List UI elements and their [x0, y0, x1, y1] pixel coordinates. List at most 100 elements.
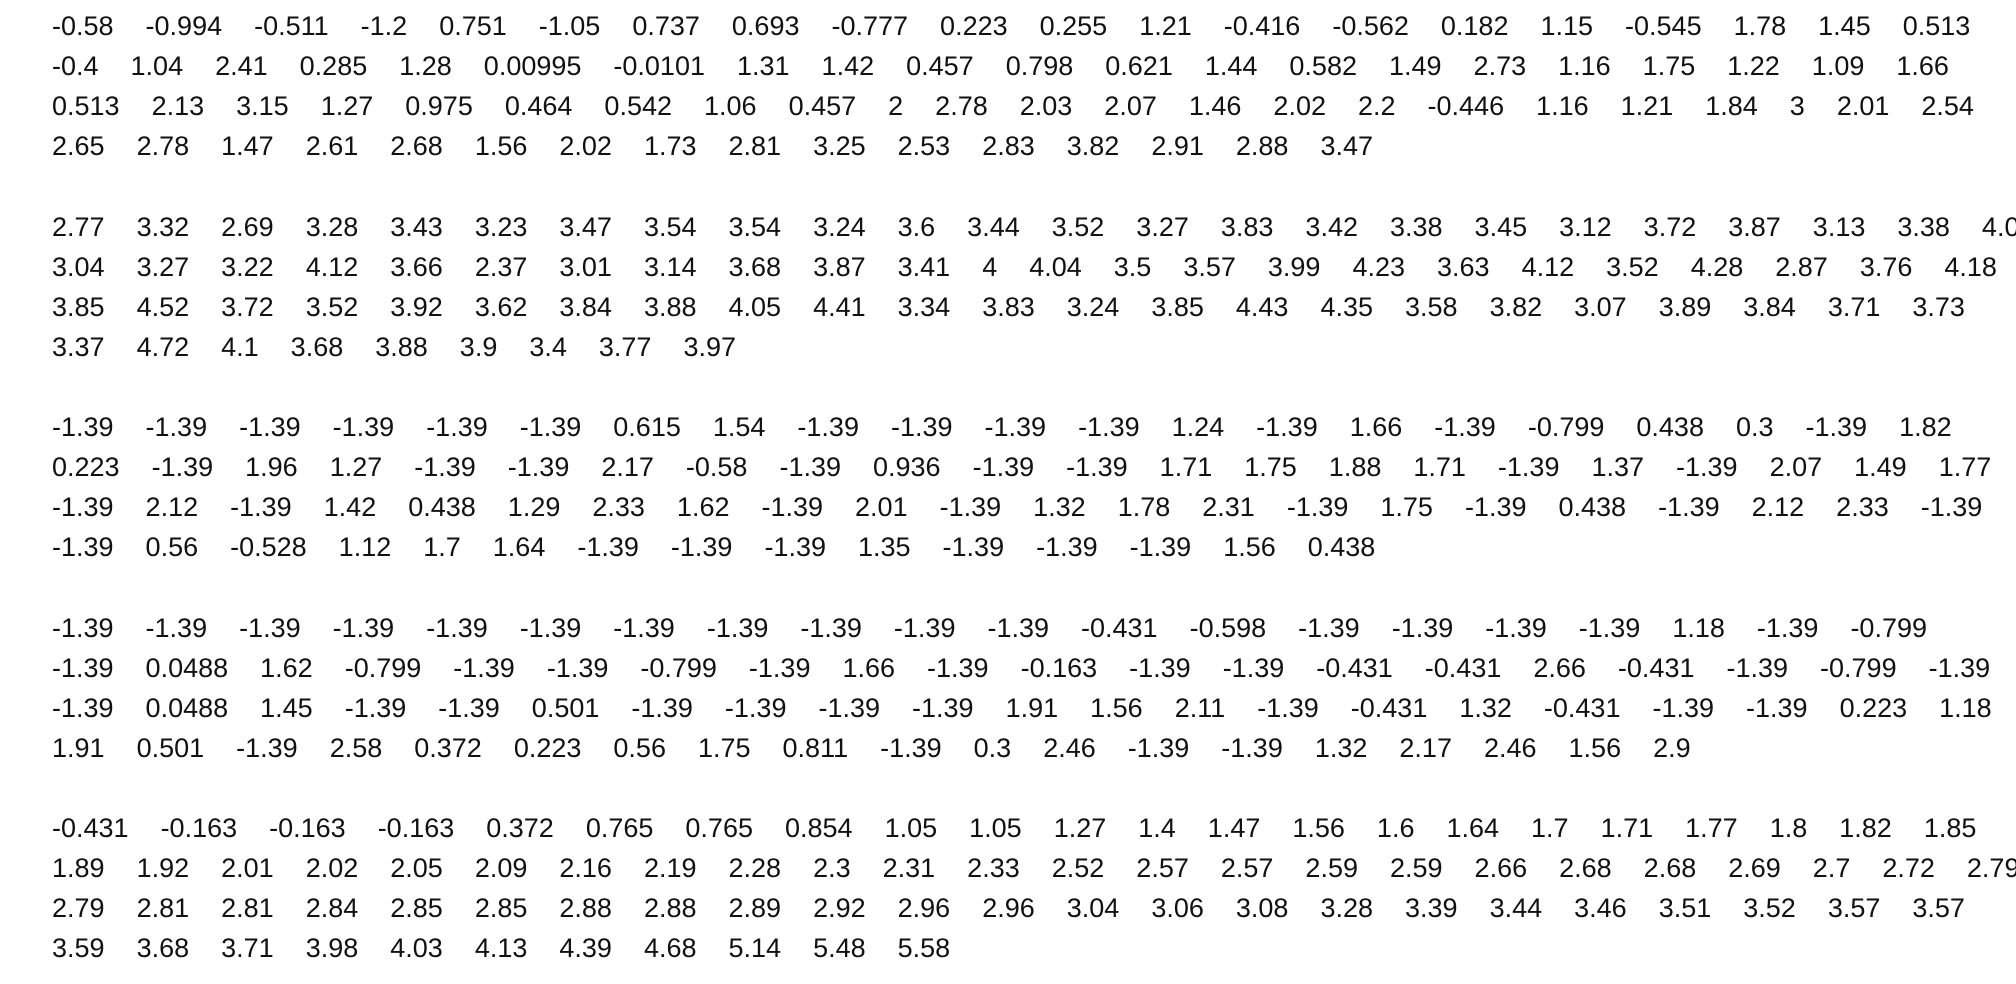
number-value: 1.21 [1139, 11, 1192, 41]
number-value: 2.78 [136, 131, 190, 161]
number-value: 3.44 [967, 212, 1020, 242]
number-value: 3.72 [1643, 212, 1697, 242]
number-value: 1.24 [1171, 412, 1225, 442]
number-value: 1.05 [969, 813, 1022, 843]
number-block: -0.58 -0.994 -0.511 -1.2 0.751 -1.05 0.737 0.69… [52, 6, 2012, 166]
number-value: 1.32 [1459, 693, 1512, 723]
number-value: -1.39 [706, 613, 769, 643]
number-value: 1.66 [1349, 412, 1403, 442]
number-value: 1.42 [323, 492, 377, 522]
number-value: -1.39 [52, 532, 114, 562]
number-value: 1.71 [1413, 452, 1466, 482]
number-line: -1.39 -1.39 -1.39 -1.39 -1.39 -1.39 -1.39 -1.39… [52, 608, 2012, 648]
number-value: 1.32 [1314, 733, 1368, 763]
number-value: 2.12 [1751, 492, 1805, 522]
number-value: 3.27 [136, 252, 190, 282]
number-value: 1.4 [1138, 813, 1176, 843]
number-value: 1.27 [1053, 813, 1107, 843]
number-value: 1.56 [1568, 733, 1622, 763]
number-value: 2 [888, 91, 904, 121]
number-value: 0.438 [1558, 492, 1627, 522]
number-value: -0.4 [52, 51, 99, 81]
number-value: 3.71 [1827, 292, 1881, 322]
number-value: 3.47 [1320, 131, 1373, 161]
number-value: 0.223 [1839, 693, 1908, 723]
number-value: -1.39 [724, 693, 787, 723]
number-value: -0.511 [254, 11, 329, 41]
number-value: 0.737 [632, 11, 700, 41]
number-value: 2.69 [1728, 853, 1781, 883]
number-value: 2.92 [813, 893, 866, 923]
number-value: 0.621 [1105, 51, 1173, 81]
number-line: 3.85 4.52 3.72 3.52 3.92 3.62 3.84 3.88 4.05 4.41… [52, 287, 2012, 327]
number-value: 1.82 [1899, 412, 1952, 442]
number-value: -1.39 [1078, 412, 1140, 442]
number-line: -1.39 0.0488 1.45 -1.39 -1.39 0.501 -1.39 -1.39… [52, 688, 2012, 728]
number-value: 0.0488 [145, 693, 229, 723]
number-value: 3.76 [1859, 252, 1913, 282]
number-value: 1.77 [1685, 813, 1738, 843]
number-value: 3.5 [1113, 252, 1152, 282]
number-value: 2.58 [329, 733, 383, 763]
number-value: 0.223 [52, 452, 120, 482]
number-line: 1.89 1.92 2.01 2.02 2.05 2.09 2.16 2.19 2.28 2.3 2… [52, 848, 2016, 888]
number-value: 3.41 [897, 252, 951, 282]
number-value: -1.39 [670, 532, 733, 562]
number-value: 4.41 [813, 292, 866, 322]
number-value: -0.994 [145, 11, 223, 41]
number-value: 5.48 [813, 933, 866, 963]
number-line: -1.39 -1.39 -1.39 -1.39 -1.39 -1.39 0.615 1.54 -… [52, 407, 2012, 447]
number-value: 0.501 [531, 693, 600, 723]
number-value: 2.68 [1559, 853, 1612, 883]
number-value: 3.43 [390, 212, 443, 242]
number-value: -1.39 [818, 693, 881, 723]
number-value: -0.598 [1189, 613, 1267, 643]
number-value: 2.7 [1812, 853, 1851, 883]
number-value: 2.73 [1473, 51, 1527, 81]
number-value: 2.57 [1220, 853, 1274, 883]
number-line: -1.39 2.12 -1.39 1.42 0.438 1.29 2.33 1.62 -1.39… [52, 487, 2012, 527]
number-value: 0.811 [782, 733, 849, 763]
number-value: 2.02 [1273, 91, 1326, 121]
number-value: -1.39 [426, 412, 488, 442]
number-value: 3.59 [52, 933, 105, 963]
number-value: 1.8 [1769, 813, 1808, 843]
number-value: -0.799 [640, 653, 717, 683]
number-value: -1.39 [1726, 653, 1789, 683]
number-value: 1.66 [1896, 51, 1949, 81]
number-value: 2.81 [728, 131, 782, 161]
number-value: -0.431 [1617, 653, 1695, 683]
number-value: 3.73 [1912, 292, 1965, 322]
number-value: 0.693 [731, 11, 800, 41]
number-value: 3.54 [728, 212, 782, 242]
number-value: -1.39 [414, 452, 476, 482]
number-line: 3.59 3.68 3.71 3.98 4.03 4.13 4.39 4.68 5.14 5.48… [52, 928, 2012, 968]
number-line: 2.79 2.81 2.81 2.84 2.85 2.85 2.88 2.88 2.89 2.92… [52, 888, 2012, 928]
number-value: 1.56 [474, 131, 528, 161]
number-value: 1.54 [712, 412, 766, 442]
number-value: 3.24 [1066, 292, 1120, 322]
number-value: 1.46 [1188, 91, 1242, 121]
number-value: -0.431 [52, 813, 129, 843]
number-value: -1.39 [1129, 532, 1192, 562]
number-value: 1.37 [1591, 452, 1645, 482]
number-value: 1.56 [1292, 813, 1345, 843]
number-value: -1.05 [538, 11, 601, 41]
number-value: -1.39 [1221, 733, 1283, 763]
number-value: 2.88 [1235, 131, 1289, 161]
number-value: -1.39 [939, 492, 1002, 522]
number-value: 3.13 [1812, 212, 1866, 242]
number-value: 2.13 [151, 91, 205, 121]
number-value: 1.75 [1380, 492, 1433, 522]
number-value: 3.04 [52, 252, 105, 282]
number-value: -1.39 [1066, 452, 1128, 482]
number-value: 3.46 [1574, 893, 1627, 923]
number-value: 2.57 [1136, 853, 1189, 883]
number-value: 1.29 [507, 492, 561, 522]
number-value: 1.47 [221, 131, 274, 161]
number-value: 2.59 [1389, 853, 1443, 883]
number-value: -1.39 [519, 412, 582, 442]
number-value: 1.62 [260, 653, 313, 683]
number-value: 3.77 [598, 332, 652, 362]
